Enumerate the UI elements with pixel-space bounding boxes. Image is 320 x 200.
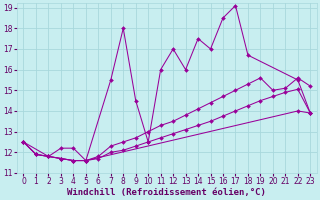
X-axis label: Windchill (Refroidissement éolien,°C): Windchill (Refroidissement éolien,°C) — [68, 188, 266, 197]
